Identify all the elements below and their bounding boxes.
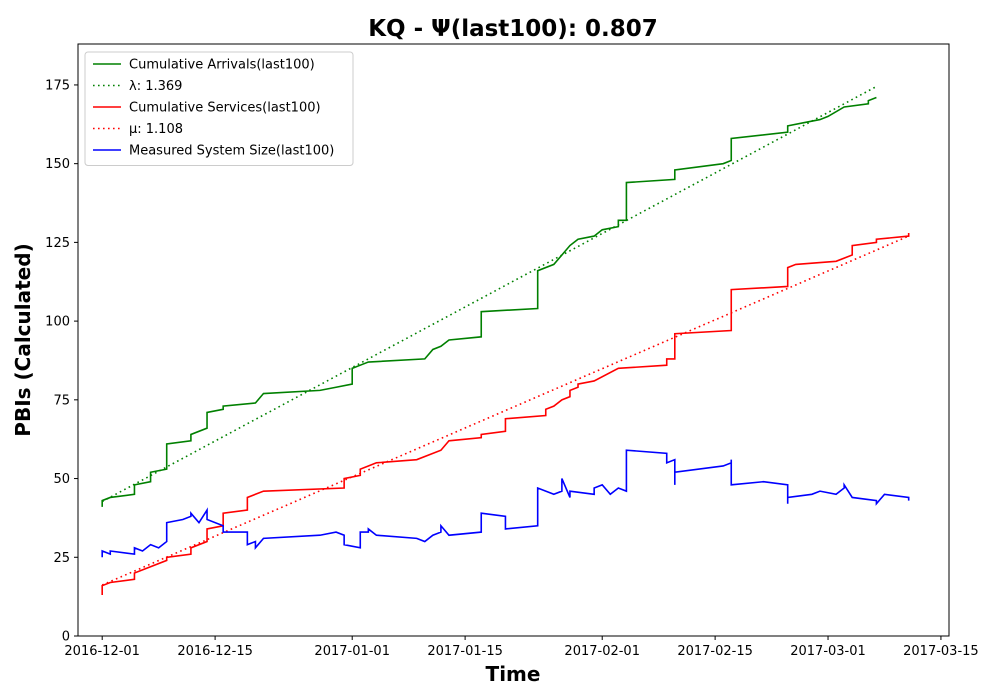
y-tick-label: 0	[62, 630, 70, 645]
legend: Cumulative Arrivals(last100) λ: 1.369 Cumu…	[84, 51, 354, 166]
x-tick-label: 2017-02-01	[564, 644, 640, 659]
series-line-cumulative-services-last100	[101, 232, 910, 596]
legend-entry-label: λ: 1.369	[129, 79, 182, 94]
series-line-1-369	[101, 85, 877, 503]
plot-area	[101, 85, 910, 596]
x-tick-label: 2017-03-15	[903, 644, 979, 659]
plot-frame	[77, 43, 950, 637]
series-line-1-108	[101, 235, 909, 586]
series-line-cumulative-arrivals-last100	[101, 96, 877, 507]
legend-entry-label: Cumulative Services(last100)	[129, 101, 321, 116]
legend-entry-label: μ: 1.108	[129, 122, 183, 137]
x-tick-label: 2016-12-01	[64, 644, 140, 659]
x-tick-label: 2016-12-15	[177, 644, 253, 659]
y-axis-label: PBIs (Calculated)	[11, 243, 35, 436]
x-tick-label: 2017-02-15	[677, 644, 753, 659]
y-tick-label: 25	[53, 551, 70, 566]
x-tick-label: 2017-01-15	[427, 644, 503, 659]
legend-entry-label: Cumulative Arrivals(last100)	[129, 58, 315, 73]
y-tick-label: 50	[53, 472, 70, 487]
y-tick-label: 125	[45, 236, 70, 251]
y-tick-label: 100	[45, 315, 70, 330]
y-tick-label: 175	[45, 78, 70, 93]
legend-box	[84, 51, 354, 166]
y-tick-label: 150	[45, 157, 70, 172]
series-line-measured-system-size-last100	[101, 449, 910, 558]
x-axis-label: Time	[486, 662, 541, 686]
y-tick-label: 75	[53, 393, 70, 408]
legend-entry-label: Measured System Size(last100)	[129, 144, 334, 159]
x-tick-label: 2017-01-01	[314, 644, 390, 659]
x-tick-label: 2017-03-01	[790, 644, 866, 659]
chart-title: KQ - Ψ(last100): 0.807	[368, 16, 658, 42]
axes: 0 25 50 75 100 125 150 175 2016-12-01 2016-12-15 2…	[45, 43, 979, 659]
